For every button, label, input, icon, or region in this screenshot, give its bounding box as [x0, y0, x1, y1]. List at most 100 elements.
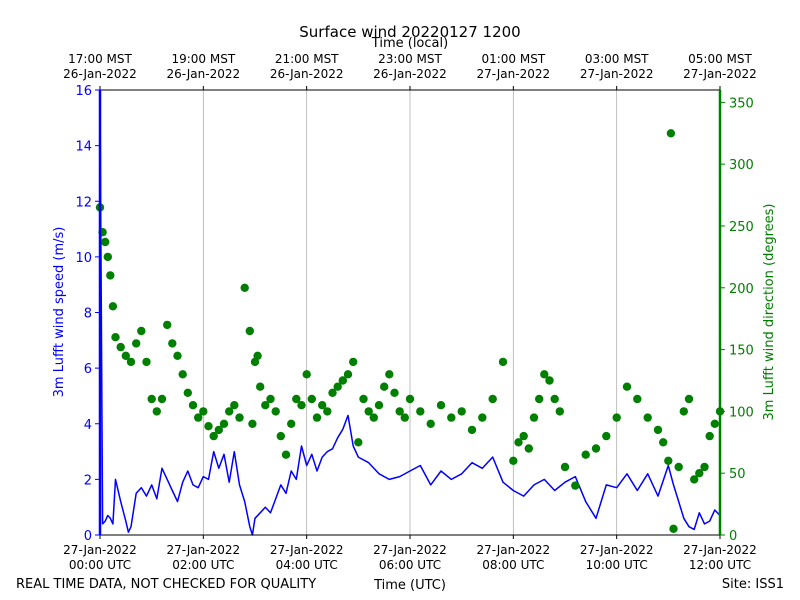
bottom-tick-time-5: 10:00 UTC	[586, 558, 648, 572]
top-axis-label: Time (local)	[371, 36, 448, 51]
wind-direction-point	[256, 382, 265, 391]
wind-direction-point	[695, 469, 704, 478]
wind-direction-point	[498, 357, 508, 367]
top-tick-time-5: 03:00 MST	[585, 52, 649, 66]
wind-direction-point	[612, 413, 621, 422]
wind-direction-point	[253, 351, 262, 360]
right-tick-label-6: 300	[729, 158, 754, 173]
wind-direction-point	[666, 129, 676, 138]
wind-direction-point	[323, 407, 332, 416]
wind-direction-point	[297, 401, 306, 410]
wind-direction-point	[281, 450, 291, 459]
top-tick-time-1: 19:00 MST	[171, 52, 235, 66]
wind-direction-point	[602, 431, 611, 441]
wind-direction-point	[183, 388, 192, 397]
top-tick-time-2: 21:00 MST	[275, 52, 339, 66]
wind-direction-point	[292, 394, 301, 404]
wind-direction-point	[173, 351, 182, 360]
top-tick-date-6: 27-Jan-2022	[683, 67, 757, 81]
wind-direction-point	[529, 413, 539, 422]
bottom-tick-date-2: 27-Jan-2022	[270, 543, 344, 557]
wind-direction-point	[705, 431, 714, 441]
wind-direction-point	[643, 413, 652, 422]
top-tick-time-3: 23:00 MST	[378, 52, 442, 66]
bottom-tick-date-6: 27-Jan-2022	[683, 543, 757, 557]
wind-direction-point	[478, 413, 487, 422]
wind-direction-series	[95, 129, 725, 533]
wind-direction-point	[225, 407, 234, 416]
wind-direction-point	[194, 413, 203, 422]
left-tick-label-6: 12	[75, 195, 92, 210]
wind-direction-point	[369, 413, 378, 422]
top-tick-date-1: 26-Jan-2022	[167, 67, 241, 81]
wind-direction-point	[560, 462, 570, 472]
bottom-axis-label: Time (UTC)	[373, 578, 446, 593]
bottom-tick-time-0: 00:00 UTC	[69, 558, 131, 572]
wind-direction-point	[343, 370, 353, 379]
wind-direction-point	[436, 401, 446, 410]
wind-direction-point	[385, 370, 394, 379]
bottom-tick-date-5: 27-Jan-2022	[580, 543, 654, 557]
bottom-tick-time-3: 06:00 UTC	[379, 558, 441, 572]
left-tick-label-0: 0	[84, 529, 92, 544]
wind-direction-point	[514, 438, 523, 447]
wind-direction-point	[467, 425, 477, 435]
wind-direction-point	[209, 431, 218, 441]
wind-direction-point	[333, 382, 342, 391]
wind-direction-point	[374, 401, 384, 410]
wind-direction-point	[276, 431, 285, 441]
grid-layer	[99, 90, 721, 535]
wind-direction-point	[188, 401, 198, 410]
wind-direction-point	[664, 456, 673, 465]
top-tick-time-0: 17:00 MST	[68, 52, 132, 66]
wind-direction-point	[106, 271, 115, 280]
wind-direction-point	[416, 407, 425, 416]
wind-direction-point	[101, 237, 110, 247]
wind-direction-point	[535, 394, 544, 404]
wind-direction-point	[633, 394, 642, 404]
left-tick-label-5: 10	[75, 251, 92, 266]
wind-direction-point	[710, 419, 719, 428]
top-tick-time-4: 01:00 MST	[481, 52, 545, 66]
wind-direction-point	[214, 425, 223, 435]
top-tick-date-3: 26-Jan-2022	[373, 67, 447, 81]
wind-direction-point	[318, 401, 327, 410]
wind-direction-point	[622, 382, 632, 391]
right-axis-label: 3m Lufft wind direction (degrees)	[762, 204, 777, 421]
top-tick-date-0: 26-Jan-2022	[63, 67, 137, 81]
wind-direction-point	[591, 444, 601, 453]
wind-speed-series	[99, 89, 721, 536]
wind-direction-point	[653, 425, 663, 435]
right-tick-label-1: 50	[729, 467, 746, 482]
wind-direction-point	[302, 370, 311, 379]
right-tick-label-4: 200	[729, 282, 754, 297]
wind-direction-point	[400, 413, 409, 422]
wind-direction-point	[555, 407, 564, 416]
wind-direction-point	[116, 342, 125, 352]
right-tick-label-0: 0	[729, 529, 737, 544]
left-tick-label-4: 8	[84, 307, 92, 322]
wind-direction-point	[121, 351, 130, 360]
left-tick-label-7: 14	[75, 140, 92, 155]
right-tick-label-3: 150	[729, 344, 754, 359]
wind-direction-point	[669, 524, 678, 533]
wind-direction-point	[390, 388, 399, 397]
wind-direction-point	[524, 444, 533, 453]
wind-speed-line	[99, 89, 721, 536]
wind-direction-point	[349, 357, 358, 367]
wind-direction-point	[679, 407, 688, 416]
wind-direction-point	[204, 422, 213, 431]
bottom-tick-date-1: 27-Jan-2022	[167, 543, 241, 557]
left-tick-label-1: 2	[84, 473, 92, 488]
wind-direction-point	[111, 333, 120, 342]
wind-direction-point	[684, 394, 694, 404]
left-tick-label-3: 6	[84, 362, 92, 377]
wind-direction-point	[137, 326, 146, 336]
wind-direction-point	[550, 394, 559, 404]
wind-direction-point	[142, 357, 151, 367]
bottom-tick-time-6: 12:00 UTC	[689, 558, 751, 572]
wind-direction-point	[240, 283, 249, 292]
wind-direction-point	[690, 475, 699, 484]
wind-direction-point	[571, 481, 580, 490]
wind-direction-point	[178, 370, 187, 379]
